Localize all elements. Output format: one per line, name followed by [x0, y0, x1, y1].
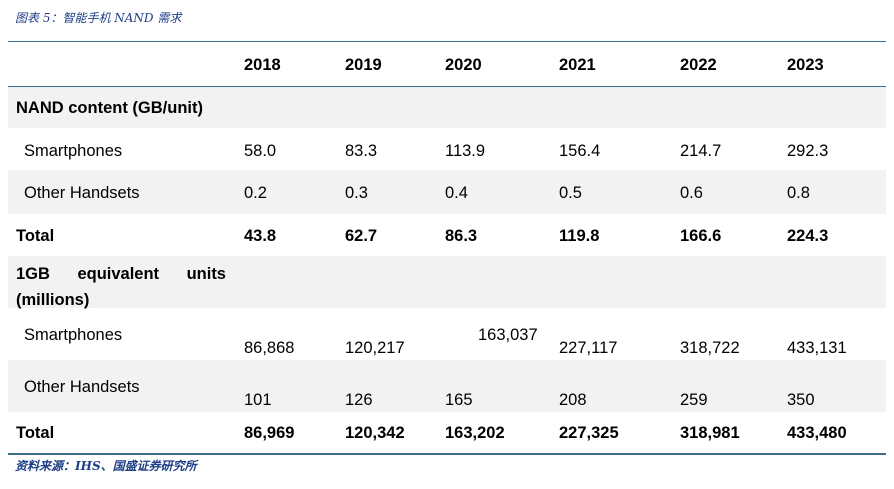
table-bottom-rule — [8, 453, 886, 455]
row-label: Total — [16, 424, 55, 442]
header-rule — [8, 86, 886, 87]
table-cell: 214.7 — [680, 142, 722, 160]
table-row: Smartphones 58.0 83.3 113.9 156.4 214.7 … — [8, 128, 886, 170]
table-cell: 318,722 — [680, 339, 740, 357]
total-cell: 227,325 — [559, 424, 619, 442]
source-note: 资料来源：IHS、国盛证券研究所 — [15, 459, 197, 473]
year-header: 2018 — [244, 56, 281, 74]
row-label: Total — [16, 227, 55, 245]
year-header: 2020 — [445, 56, 482, 74]
table-cell: 433,131 — [787, 339, 847, 357]
table-cell: 113.9 — [445, 142, 486, 160]
table-cell: 0.2 — [244, 184, 267, 202]
row-label: Smartphones — [24, 142, 123, 160]
year-header: 2023 — [787, 56, 824, 74]
row-label: Other Handsets — [24, 378, 140, 396]
section-title-row: NAND content (GB/unit) — [8, 87, 886, 128]
total-row: Total 86,969 120,342 163,202 227,325 318… — [8, 412, 886, 453]
section-title: NAND content (GB/unit) — [16, 99, 203, 117]
row-label: Smartphones — [24, 326, 123, 344]
table-cell: 0.4 — [445, 184, 468, 202]
table-cell: 120,217 — [345, 339, 405, 357]
total-cell: 62.7 — [345, 227, 378, 245]
total-cell: 433,480 — [787, 424, 847, 442]
total-cell: 224.3 — [787, 227, 829, 245]
table-cell: 86,868 — [244, 339, 295, 357]
table-cell: 0.5 — [559, 184, 582, 202]
section-title-unit: (millions) — [16, 291, 90, 309]
table-row: Other Handsets 0.2 0.3 0.4 0.5 0.6 0.8 — [8, 170, 886, 214]
total-cell: 86.3 — [445, 227, 478, 245]
year-header: 2021 — [559, 56, 596, 74]
table-cell: 83.3 — [345, 142, 378, 160]
table-cell: 165 — [445, 391, 473, 409]
total-cell: 119.8 — [559, 227, 600, 245]
total-cell: 86,969 — [244, 424, 295, 442]
row-label: Other Handsets — [24, 184, 140, 202]
table-cell: 101 — [244, 391, 272, 409]
section-title-row: 1GB equivalent units (millions) — [8, 256, 886, 309]
year-header: 2022 — [680, 56, 717, 74]
table-row: Other Handsets 101 126 165 208 259 350 — [8, 360, 886, 412]
total-cell: 166.6 — [680, 227, 722, 245]
table-cell: 259 — [680, 391, 708, 409]
total-row: Total 43.8 62.7 86.3 119.8 166.6 224.3 — [8, 214, 886, 256]
table-cell: 208 — [559, 391, 587, 409]
year-header: 2019 — [345, 56, 382, 74]
table-cell: 163,037 — [478, 326, 538, 344]
table-top-rule — [8, 41, 886, 42]
table-cell: 227,117 — [559, 339, 618, 357]
total-cell: 318,981 — [680, 424, 740, 442]
table-cell: 0.6 — [680, 184, 703, 202]
table-cell: 156.4 — [559, 142, 601, 160]
total-cell: 163,202 — [445, 424, 505, 442]
total-cell: 43.8 — [244, 227, 277, 245]
table-cell: 0.8 — [787, 184, 810, 202]
table-cell: 0.3 — [345, 184, 368, 202]
table-cell: 350 — [787, 391, 815, 409]
total-cell: 120,342 — [345, 424, 405, 442]
table-cell: 58.0 — [244, 142, 277, 160]
table-cell: 126 — [345, 391, 373, 409]
section-title: 1GB equivalent units — [16, 265, 226, 283]
table-cell: 292.3 — [787, 142, 829, 160]
table-header-row: 2018 2019 2020 2021 2022 2023 — [8, 42, 886, 86]
figure-caption: 图表 5：智能手机 NAND 需求 — [15, 11, 182, 25]
table-row: Smartphones 86,868 120,217 163,037 227,1… — [8, 308, 886, 360]
